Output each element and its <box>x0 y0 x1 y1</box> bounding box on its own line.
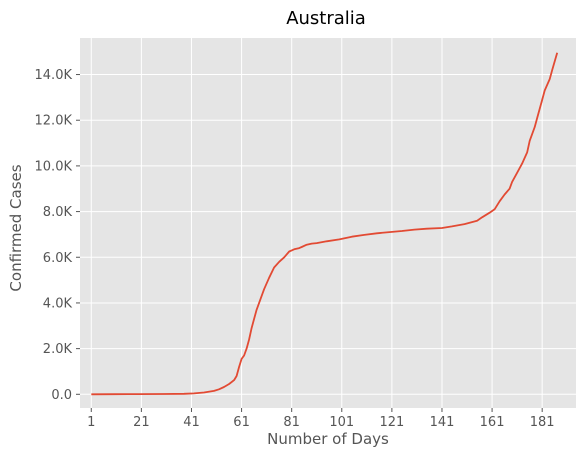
y-tick-label: 0.0 <box>51 388 72 403</box>
y-tick-label: 14.0K <box>35 68 73 83</box>
series-layer <box>91 52 559 396</box>
x-tick-label: 81 <box>283 415 300 430</box>
x-tick-label: 161 <box>480 415 505 430</box>
y-tick-label: 6.0K <box>43 251 73 266</box>
y-tick-label: 12.0K <box>35 114 73 129</box>
y-tick-label: 8.0K <box>43 205 73 220</box>
x-tick-label: 181 <box>530 415 555 430</box>
confirmed-cases-line <box>91 52 559 396</box>
x-tick-label: 121 <box>379 415 404 430</box>
y-tick-label: 2.0K <box>43 342 73 357</box>
x-tick-label: 41 <box>183 415 200 430</box>
chart-title: Australia <box>286 8 366 29</box>
x-tick-label: 61 <box>233 415 250 430</box>
x-tick-label: 101 <box>329 415 354 430</box>
y-tick-label: 4.0K <box>43 296 73 311</box>
x-axis-label: Number of Days <box>267 430 389 448</box>
plot-area <box>80 38 576 408</box>
y-axis-label: Confirmed Cases <box>7 164 25 291</box>
x-tick-label: 141 <box>430 415 455 430</box>
y-tick-label: 10.0K <box>35 159 73 174</box>
axis-ticks: 1 21 41 61 81 101 121 141 161 1810.02.0K4.0K6.0K8… <box>35 68 555 430</box>
x-tick-label: 1 <box>87 415 95 430</box>
x-tick-label: 21 <box>133 415 150 430</box>
